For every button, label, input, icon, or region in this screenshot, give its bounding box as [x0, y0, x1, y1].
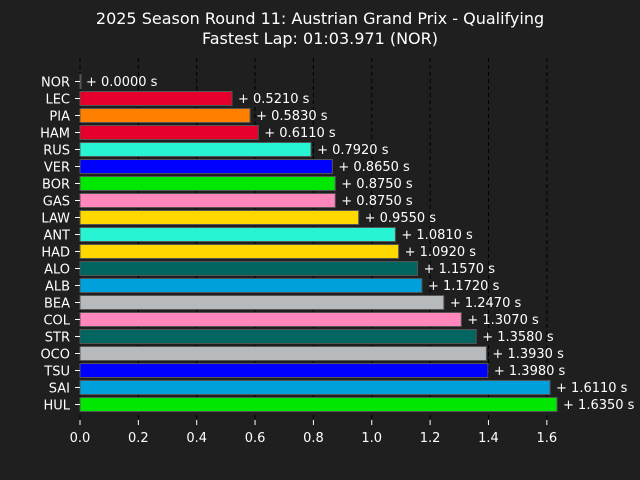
- y-tick-label: COL: [43, 314, 70, 329]
- data-label: + 0.8650 s: [338, 160, 410, 175]
- y-tick-label: HUL: [43, 399, 70, 414]
- data-label: + 1.3580 s: [482, 330, 554, 345]
- chart-subtitle: Fastest Lap: 01:03.971 (NOR): [202, 29, 438, 48]
- x-tick-label: 1.0: [361, 431, 382, 446]
- bar-gas: [79, 193, 336, 208]
- bar-bea: [79, 295, 445, 310]
- data-label: + 0.7920 s: [317, 143, 389, 158]
- y-tick-label: BOR: [42, 178, 70, 193]
- data-label: + 1.2470 s: [450, 296, 522, 311]
- bar-hul: [79, 397, 558, 412]
- data-label: + 1.1720 s: [428, 279, 500, 294]
- y-tick-label: BEA: [44, 297, 70, 312]
- bar-oco: [79, 346, 487, 361]
- bar-bor: [79, 176, 336, 191]
- y-tick-label: ANT: [43, 229, 70, 244]
- bar-law: [79, 210, 360, 225]
- x-tick-label: 0.0: [70, 431, 91, 446]
- bar-sai: [79, 380, 551, 395]
- y-axis-labels: NOR LEC PIA HAM RUS VER BOR GAS LAW ANT HAD ALO ALB B…: [40, 76, 80, 414]
- y-tick-label: VER: [44, 161, 70, 176]
- x-tick-label: 1.2: [420, 431, 441, 446]
- bar-ver: [79, 159, 333, 174]
- data-label: + 0.8750 s: [341, 194, 413, 209]
- y-tick-label: SAI: [49, 382, 70, 397]
- y-tick-label: LAW: [41, 212, 70, 227]
- y-tick-label: GAS: [43, 195, 70, 210]
- y-tick-label: HAD: [41, 246, 70, 261]
- x-axis: 0.0 0.2 0.4 0.6 0.8 1.0 1.2 1.4 1.6: [70, 420, 557, 446]
- bar-ant: [79, 227, 396, 242]
- data-label: + 1.6110 s: [556, 381, 628, 396]
- bar-had: [79, 244, 400, 259]
- bar-lec: [79, 91, 233, 106]
- bar-alb: [79, 278, 423, 293]
- data-label: + 1.3070 s: [467, 313, 539, 328]
- data-label: + 0.9550 s: [365, 211, 437, 226]
- chart-title: 2025 Season Round 11: Austrian Grand Pri…: [96, 9, 544, 28]
- data-label: + 0.8750 s: [341, 177, 413, 192]
- y-tick-label: HAM: [40, 127, 70, 142]
- y-tick-label: ALB: [45, 280, 70, 295]
- data-label: + 1.3980 s: [494, 364, 566, 379]
- x-tick-label: 0.6: [245, 431, 266, 446]
- x-tick-label: 0.8: [303, 431, 324, 446]
- bar-tsu: [79, 363, 489, 378]
- y-tick-label: NOR: [41, 76, 70, 91]
- y-tick-label: OCO: [40, 348, 70, 363]
- bar-alo: [79, 261, 419, 276]
- bar-pia: [79, 108, 251, 123]
- x-tick-label: 1.6: [536, 431, 557, 446]
- x-tick-label: 0.2: [128, 431, 149, 446]
- y-tick-label: ALO: [44, 263, 70, 278]
- data-label: + 0.5210 s: [238, 92, 310, 107]
- data-label: + 0.5830 s: [256, 109, 328, 124]
- bar-col: [79, 312, 462, 327]
- bar-str: [79, 329, 477, 344]
- data-label: + 1.6350 s: [563, 398, 635, 413]
- y-tick-label: TSU: [43, 365, 70, 380]
- y-tick-label: STR: [45, 331, 70, 346]
- x-tick-label: 0.4: [186, 431, 207, 446]
- data-labels: + 0.0000 s + 0.5210 s + 0.5830 s + 0.6110 s…: [86, 75, 635, 413]
- bar-ham: [79, 125, 259, 140]
- data-label: + 0.6110 s: [264, 126, 336, 141]
- data-label: + 0.0000 s: [86, 75, 158, 90]
- data-label: + 1.3930 s: [492, 347, 564, 362]
- y-tick-label: PIA: [49, 110, 70, 125]
- data-label: + 1.1570 s: [424, 262, 496, 277]
- bars: [79, 74, 558, 412]
- data-label: + 1.0810 s: [401, 228, 473, 243]
- y-tick-label: LEC: [45, 93, 70, 108]
- bar-rus: [79, 142, 312, 157]
- bar-nor: [79, 74, 82, 89]
- x-tick-label: 1.4: [478, 431, 499, 446]
- data-label: + 1.0920 s: [405, 245, 477, 260]
- y-tick-label: RUS: [43, 144, 70, 159]
